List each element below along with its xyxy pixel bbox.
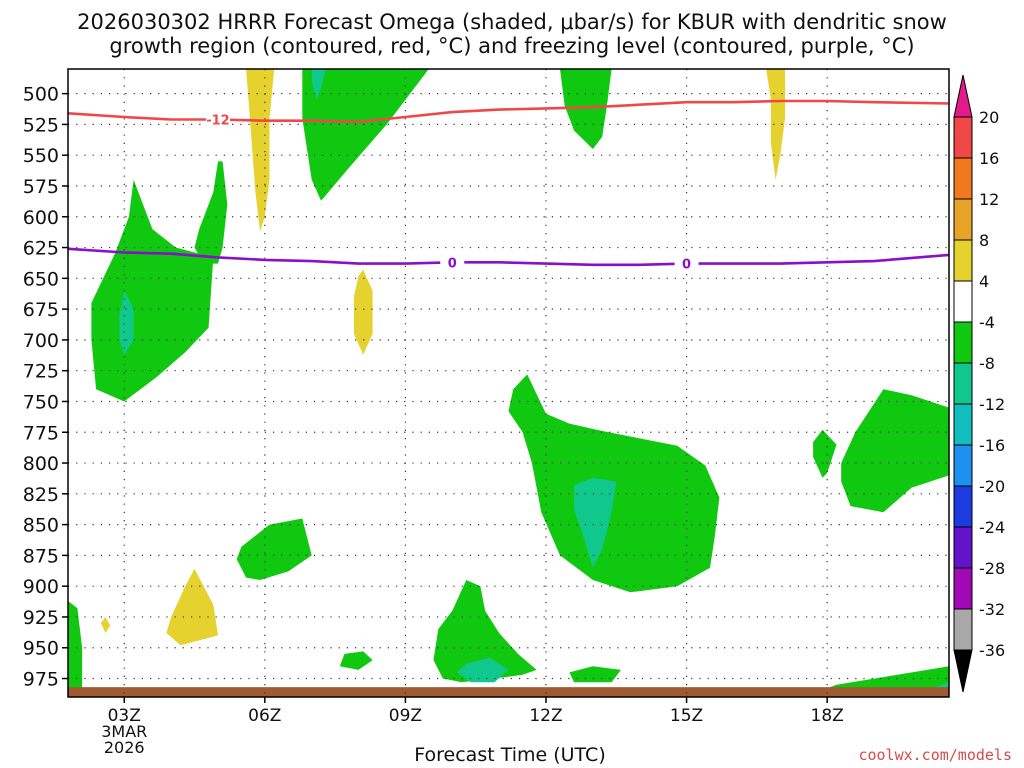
colorbar-label-7: -12: [979, 395, 1005, 414]
contour-label-bg-1-0: [440, 254, 465, 271]
colorbar-band-1: [953, 157, 973, 200]
y-tick-label-775: 775: [23, 422, 59, 444]
contour-label-bg-0-0: [205, 111, 230, 128]
colorbar-bottom-arrow: [953, 649, 973, 693]
omega-region-19: [569, 666, 621, 683]
y-tick-label-550: 550: [23, 145, 59, 167]
omega-region-7: [560, 69, 612, 149]
y-tick-label-625: 625: [23, 238, 59, 260]
omega-region-17: [457, 657, 509, 683]
contour-label-0-0: -12: [206, 113, 230, 128]
x-axis-title: Forecast Time (UTC): [414, 744, 606, 766]
y-tick-label-950: 950: [23, 638, 59, 660]
omega-region-0: [91, 179, 214, 402]
colorbar-band-9: [953, 485, 973, 528]
omega-region-12: [236, 518, 312, 580]
colorbar-label-4: 4: [979, 272, 989, 291]
colorbar-label-5: -4: [979, 313, 995, 332]
surface-band: [68, 687, 949, 697]
y-tick-label-500: 500: [23, 84, 59, 106]
omega-region-14: [841, 389, 949, 513]
contour-line-1: [68, 247, 949, 267]
omega-region-10: [574, 477, 617, 568]
colorbar-band-4: [953, 280, 973, 323]
colorbar-band-2: [953, 198, 973, 241]
y-tick-label-825: 825: [23, 484, 59, 506]
y-tick-label-700: 700: [23, 330, 59, 352]
contour-label-1-1: 0: [682, 258, 691, 273]
y-tick-label-600: 600: [23, 207, 59, 229]
colorbar-band-12: [953, 608, 973, 651]
y-tick-label-975: 975: [23, 669, 59, 691]
colorbar-band-7: [953, 403, 973, 446]
colorbar-band-11: [953, 567, 973, 610]
omega-region-8: [766, 69, 785, 180]
omega-region-15: [813, 429, 837, 478]
omega-region-1: [119, 290, 134, 355]
x-tick-label-03Z: 03Z: [108, 706, 141, 726]
x-tick-label-18Z: 18Z: [811, 706, 844, 726]
omega-region-13: [166, 568, 218, 646]
plot-frame: [67, 68, 950, 698]
colorbar-band-8: [953, 444, 973, 487]
x-tick-label-12Z: 12Z: [529, 706, 562, 726]
omega-region-6: [353, 269, 373, 355]
colorbar-label-1: 16: [979, 149, 999, 168]
omega-region-20: [68, 601, 83, 697]
chart-title-line-2: growth region (contoured, red, °C) and f…: [109, 34, 915, 58]
site-credit: coolwx.com/models: [858, 746, 1012, 764]
omega-region-4: [311, 69, 326, 100]
x-tick-label-15Z: 15Z: [670, 706, 703, 726]
colorbar-label-6: -8: [979, 354, 995, 373]
omega-region-3: [302, 69, 429, 201]
colorbar-label-12: -32: [979, 600, 1005, 619]
colorbar-label-3: 8: [979, 231, 989, 250]
x-tick-date: 3MAR: [101, 722, 147, 741]
y-tick-label-525: 525: [23, 114, 59, 136]
y-tick-label-575: 575: [23, 176, 59, 198]
colorbar-label-13: -36: [979, 641, 1005, 660]
contour-label-bg-1-1: [674, 255, 699, 272]
shaded-fields: [68, 69, 949, 697]
chart-title-line-1: 2026030302 HRRR Forecast Omega (shaded, …: [77, 10, 947, 34]
omega-region-16: [433, 580, 537, 683]
omega-region-18: [339, 651, 373, 670]
y-tick-label-750: 750: [23, 391, 59, 413]
y-tick-label-925: 925: [23, 607, 59, 629]
colorbar-label-10: -24: [979, 518, 1005, 537]
colorbar-band-3: [953, 239, 973, 282]
x-tick-label-09Z: 09Z: [389, 706, 422, 726]
x-tick-label-06Z: 06Z: [248, 706, 281, 726]
contour-label-1-0: 0: [448, 256, 457, 271]
y-tick-label-725: 725: [23, 361, 59, 383]
colorbar-label-2: 12: [979, 190, 999, 209]
colorbar-band-10: [953, 526, 973, 569]
colorbar-label-11: -28: [979, 559, 1005, 578]
x-tick-year: 2026: [104, 738, 145, 757]
colorbar-top-arrow: [953, 74, 973, 118]
y-tick-label-675: 675: [23, 299, 59, 321]
omega-region-5: [246, 69, 275, 232]
omega-region-2: [194, 161, 228, 264]
colorbar-label-9: -20: [979, 477, 1005, 496]
y-tick-label-650: 650: [23, 268, 59, 290]
contour-line-0: [68, 99, 949, 124]
colorbar-band-5: [953, 321, 973, 364]
y-tick-label-900: 900: [23, 576, 59, 598]
colorbar-label-0: 20: [979, 108, 999, 127]
y-tick-label-800: 800: [23, 453, 59, 475]
colorbar-band-0: [953, 116, 973, 159]
colorbar-label-8: -16: [979, 436, 1005, 455]
y-tick-label-875: 875: [23, 545, 59, 567]
omega-region-11: [100, 617, 111, 633]
colorbar-band-6: [953, 362, 973, 405]
y-tick-label-850: 850: [23, 515, 59, 537]
